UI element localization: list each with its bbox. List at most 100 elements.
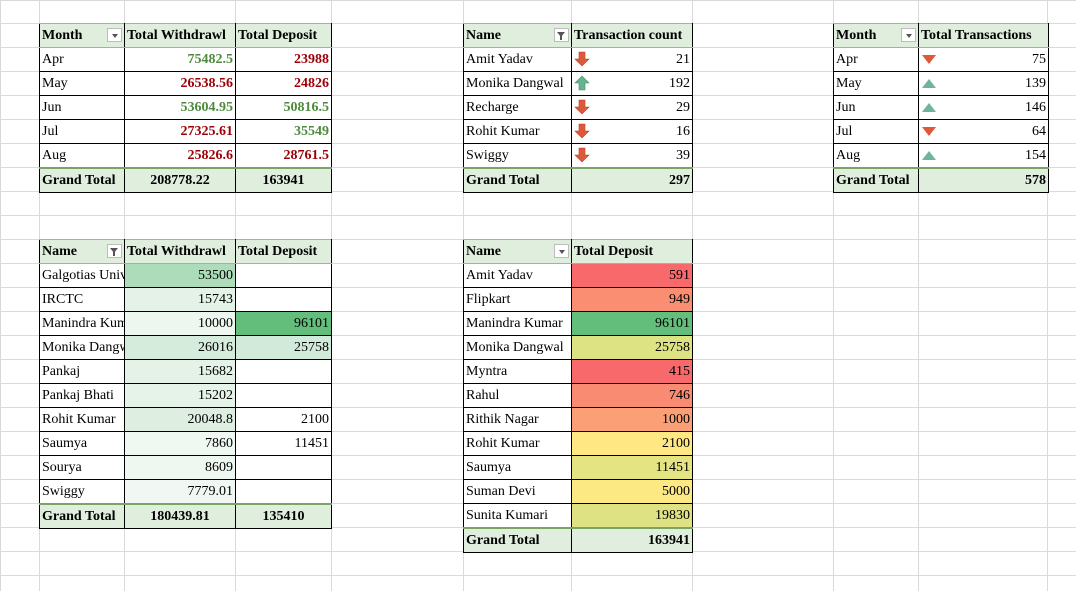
column-header-total-deposit[interactable]: Total Deposit xyxy=(235,23,332,48)
deposit-cell[interactable]: 11451 xyxy=(235,431,332,456)
transactions-cell[interactable]: 146 xyxy=(918,95,1049,120)
count-cell[interactable]: 16 xyxy=(571,119,693,144)
deposit-cell[interactable] xyxy=(235,263,332,288)
name-cell[interactable]: Rithik Nagar xyxy=(463,407,572,432)
month-cell[interactable]: Apr xyxy=(833,47,919,72)
column-header-month[interactable]: Month xyxy=(833,23,919,48)
deposit-cell[interactable]: 25758 xyxy=(571,335,693,360)
grand-total-withdrawl[interactable]: 208778.22 xyxy=(124,167,236,193)
month-cell[interactable]: Jul xyxy=(39,119,125,144)
month-cell[interactable]: Jun xyxy=(833,95,919,120)
name-cell[interactable]: Pankaj Bhati xyxy=(39,383,125,408)
name-cell[interactable]: Swiggy xyxy=(463,143,572,169)
month-cell[interactable]: Jul xyxy=(833,119,919,144)
grand-total-label[interactable]: Grand Total xyxy=(463,167,572,193)
filter-dropdown-button[interactable] xyxy=(901,28,916,42)
filter-dropdown-button[interactable] xyxy=(554,244,569,258)
month-cell[interactable]: Jun xyxy=(39,95,125,120)
column-header-total-withdrawl[interactable]: Total Withdrawl xyxy=(124,239,236,264)
deposit-cell[interactable] xyxy=(235,359,332,384)
name-cell[interactable]: Galgotias University xyxy=(39,263,125,288)
name-cell[interactable]: Monika Dangwal xyxy=(463,71,572,96)
name-cell[interactable]: Manindra Kumar xyxy=(463,311,572,336)
name-cell[interactable]: Saumya xyxy=(39,431,125,456)
transactions-cell[interactable]: 64 xyxy=(918,119,1049,144)
column-header-transaction-count[interactable]: Transaction count xyxy=(571,23,693,48)
name-cell[interactable]: Rohit Kumar xyxy=(39,407,125,432)
name-cell[interactable]: Sunita Kumari xyxy=(463,503,572,529)
grand-total-deposit[interactable]: 163941 xyxy=(571,527,693,553)
withdrawl-cell[interactable]: 7779.01 xyxy=(124,479,236,505)
deposit-cell[interactable]: 2100 xyxy=(235,407,332,432)
count-cell[interactable]: 192 xyxy=(571,71,693,96)
deposit-cell[interactable] xyxy=(235,455,332,480)
deposit-cell[interactable]: 949 xyxy=(571,287,693,312)
deposit-cell[interactable]: 19830 xyxy=(571,503,693,529)
grand-total-withdrawl[interactable]: 180439.81 xyxy=(124,503,236,529)
column-header-name[interactable]: Name xyxy=(39,239,125,264)
grand-total-deposit[interactable]: 135410 xyxy=(235,503,332,529)
name-cell[interactable]: Flipkart xyxy=(463,287,572,312)
name-cell[interactable]: Monika Dangwal xyxy=(463,335,572,360)
grand-total-label[interactable]: Grand Total xyxy=(833,167,919,193)
withdrawl-cell[interactable]: 8609 xyxy=(124,455,236,480)
column-header-total-withdrawl[interactable]: Total Withdrawl xyxy=(124,23,236,48)
grand-total-label[interactable]: Grand Total xyxy=(463,527,572,553)
withdrawl-cell[interactable]: 10000 xyxy=(124,311,236,336)
deposit-cell[interactable]: 415 xyxy=(571,359,693,384)
withdrawl-cell[interactable]: 7860 xyxy=(124,431,236,456)
deposit-cell[interactable] xyxy=(235,479,332,505)
deposit-cell[interactable]: 96101 xyxy=(235,311,332,336)
name-cell[interactable]: Amit Yadav xyxy=(463,47,572,72)
name-cell[interactable]: Suman Devi xyxy=(463,479,572,504)
name-cell[interactable]: IRCTC xyxy=(39,287,125,312)
grand-total-count[interactable]: 578 xyxy=(918,167,1049,193)
name-cell[interactable]: Sourya xyxy=(39,455,125,480)
name-cell[interactable]: Myntra xyxy=(463,359,572,384)
withdrawl-cell[interactable]: 75482.5 xyxy=(124,47,236,72)
transactions-cell[interactable]: 75 xyxy=(918,47,1049,72)
deposit-cell[interactable]: 746 xyxy=(571,383,693,408)
deposit-cell[interactable]: 35549 xyxy=(235,119,332,144)
transactions-cell[interactable]: 154 xyxy=(918,143,1049,169)
column-header-total-deposit[interactable]: Total Deposit xyxy=(235,239,332,264)
withdrawl-cell[interactable]: 27325.61 xyxy=(124,119,236,144)
grand-total-count[interactable]: 297 xyxy=(571,167,693,193)
name-cell[interactable]: Pankaj xyxy=(39,359,125,384)
name-cell[interactable]: Swiggy xyxy=(39,479,125,505)
column-header-month[interactable]: Month xyxy=(39,23,125,48)
count-cell[interactable]: 21 xyxy=(571,47,693,72)
withdrawl-cell[interactable]: 15202 xyxy=(124,383,236,408)
withdrawl-cell[interactable]: 15682 xyxy=(124,359,236,384)
deposit-cell[interactable] xyxy=(235,287,332,312)
count-cell[interactable]: 39 xyxy=(571,143,693,169)
transactions-cell[interactable]: 139 xyxy=(918,71,1049,96)
deposit-cell[interactable]: 2100 xyxy=(571,431,693,456)
month-cell[interactable]: Aug xyxy=(833,143,919,169)
count-cell[interactable]: 29 xyxy=(571,95,693,120)
withdrawl-cell[interactable]: 26538.56 xyxy=(124,71,236,96)
name-cell[interactable]: Rohit Kumar xyxy=(463,119,572,144)
deposit-cell[interactable]: 1000 xyxy=(571,407,693,432)
name-cell[interactable]: Rahul xyxy=(463,383,572,408)
deposit-cell[interactable]: 96101 xyxy=(571,311,693,336)
deposit-cell[interactable]: 5000 xyxy=(571,479,693,504)
withdrawl-cell[interactable]: 15743 xyxy=(124,287,236,312)
withdrawl-cell[interactable]: 26016 xyxy=(124,335,236,360)
grand-total-deposit[interactable]: 163941 xyxy=(235,167,332,193)
filter-dropdown-button[interactable] xyxy=(107,28,122,42)
month-cell[interactable]: Aug xyxy=(39,143,125,169)
month-cell[interactable]: Apr xyxy=(39,47,125,72)
deposit-cell[interactable]: 11451 xyxy=(571,455,693,480)
deposit-cell[interactable]: 50816.5 xyxy=(235,95,332,120)
withdrawl-cell[interactable]: 53500 xyxy=(124,263,236,288)
grand-total-label[interactable]: Grand Total xyxy=(39,503,125,529)
withdrawl-cell[interactable]: 20048.8 xyxy=(124,407,236,432)
name-cell[interactable]: Rohit Kumar xyxy=(463,431,572,456)
grand-total-label[interactable]: Grand Total xyxy=(39,167,125,193)
name-cell[interactable]: Recharge xyxy=(463,95,572,120)
deposit-cell[interactable]: 23988 xyxy=(235,47,332,72)
deposit-cell[interactable]: 25758 xyxy=(235,335,332,360)
name-cell[interactable]: Saumya xyxy=(463,455,572,480)
name-cell[interactable]: Manindra Kumar xyxy=(39,311,125,336)
